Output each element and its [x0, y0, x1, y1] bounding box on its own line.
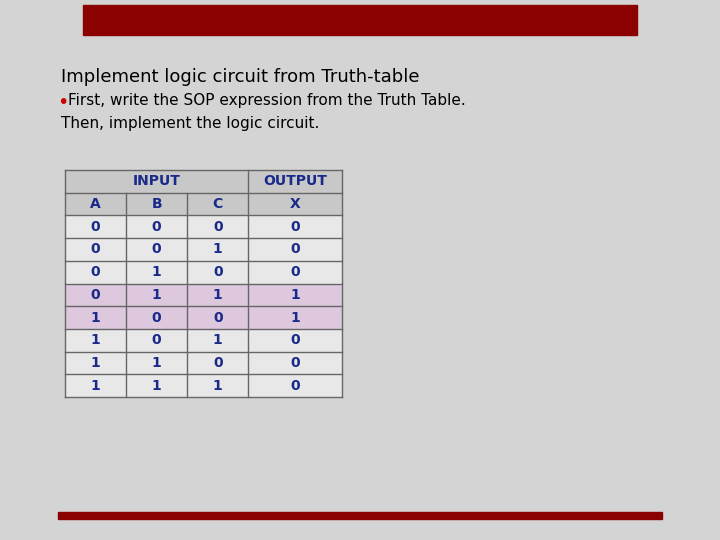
Text: 0: 0 [91, 220, 100, 234]
Text: 0: 0 [213, 265, 222, 279]
Text: 0: 0 [152, 333, 161, 347]
Text: X: X [290, 197, 300, 211]
Text: 0: 0 [213, 220, 222, 234]
Text: 1: 1 [91, 310, 100, 325]
Text: Implement logic circuit from Truth-table: Implement logic circuit from Truth-table [61, 68, 420, 85]
Text: 1: 1 [213, 333, 222, 347]
Text: 1: 1 [91, 333, 100, 347]
Text: 0: 0 [152, 242, 161, 256]
Text: 1: 1 [152, 265, 161, 279]
Text: 0: 0 [290, 242, 300, 256]
Text: 1: 1 [213, 379, 222, 393]
Text: 0: 0 [290, 220, 300, 234]
Text: Then, implement the logic circuit.: Then, implement the logic circuit. [61, 116, 320, 131]
Text: •: • [58, 93, 69, 112]
Text: 0: 0 [91, 288, 100, 302]
Text: OUTPUT: OUTPUT [264, 174, 327, 188]
Text: 0: 0 [290, 379, 300, 393]
Text: 0: 0 [213, 356, 222, 370]
Text: 0: 0 [213, 310, 222, 325]
Text: 0: 0 [290, 356, 300, 370]
Text: 1: 1 [91, 379, 100, 393]
Text: INPUT: INPUT [132, 174, 181, 188]
Text: 0: 0 [290, 265, 300, 279]
Text: 1: 1 [213, 288, 222, 302]
Text: 1: 1 [152, 356, 161, 370]
Text: 1: 1 [152, 379, 161, 393]
Text: B: B [151, 197, 162, 211]
Text: 1: 1 [290, 288, 300, 302]
Text: 0: 0 [91, 242, 100, 256]
Text: 1: 1 [91, 356, 100, 370]
Text: 0: 0 [152, 220, 161, 234]
Text: A: A [90, 197, 101, 211]
Text: 1: 1 [152, 288, 161, 302]
Text: 0: 0 [290, 333, 300, 347]
Text: First, write the SOP expression from the Truth Table.: First, write the SOP expression from the… [68, 93, 466, 108]
Text: 0: 0 [91, 265, 100, 279]
Text: 0: 0 [152, 310, 161, 325]
Text: 1: 1 [290, 310, 300, 325]
Text: C: C [212, 197, 223, 211]
Text: 1: 1 [213, 242, 222, 256]
